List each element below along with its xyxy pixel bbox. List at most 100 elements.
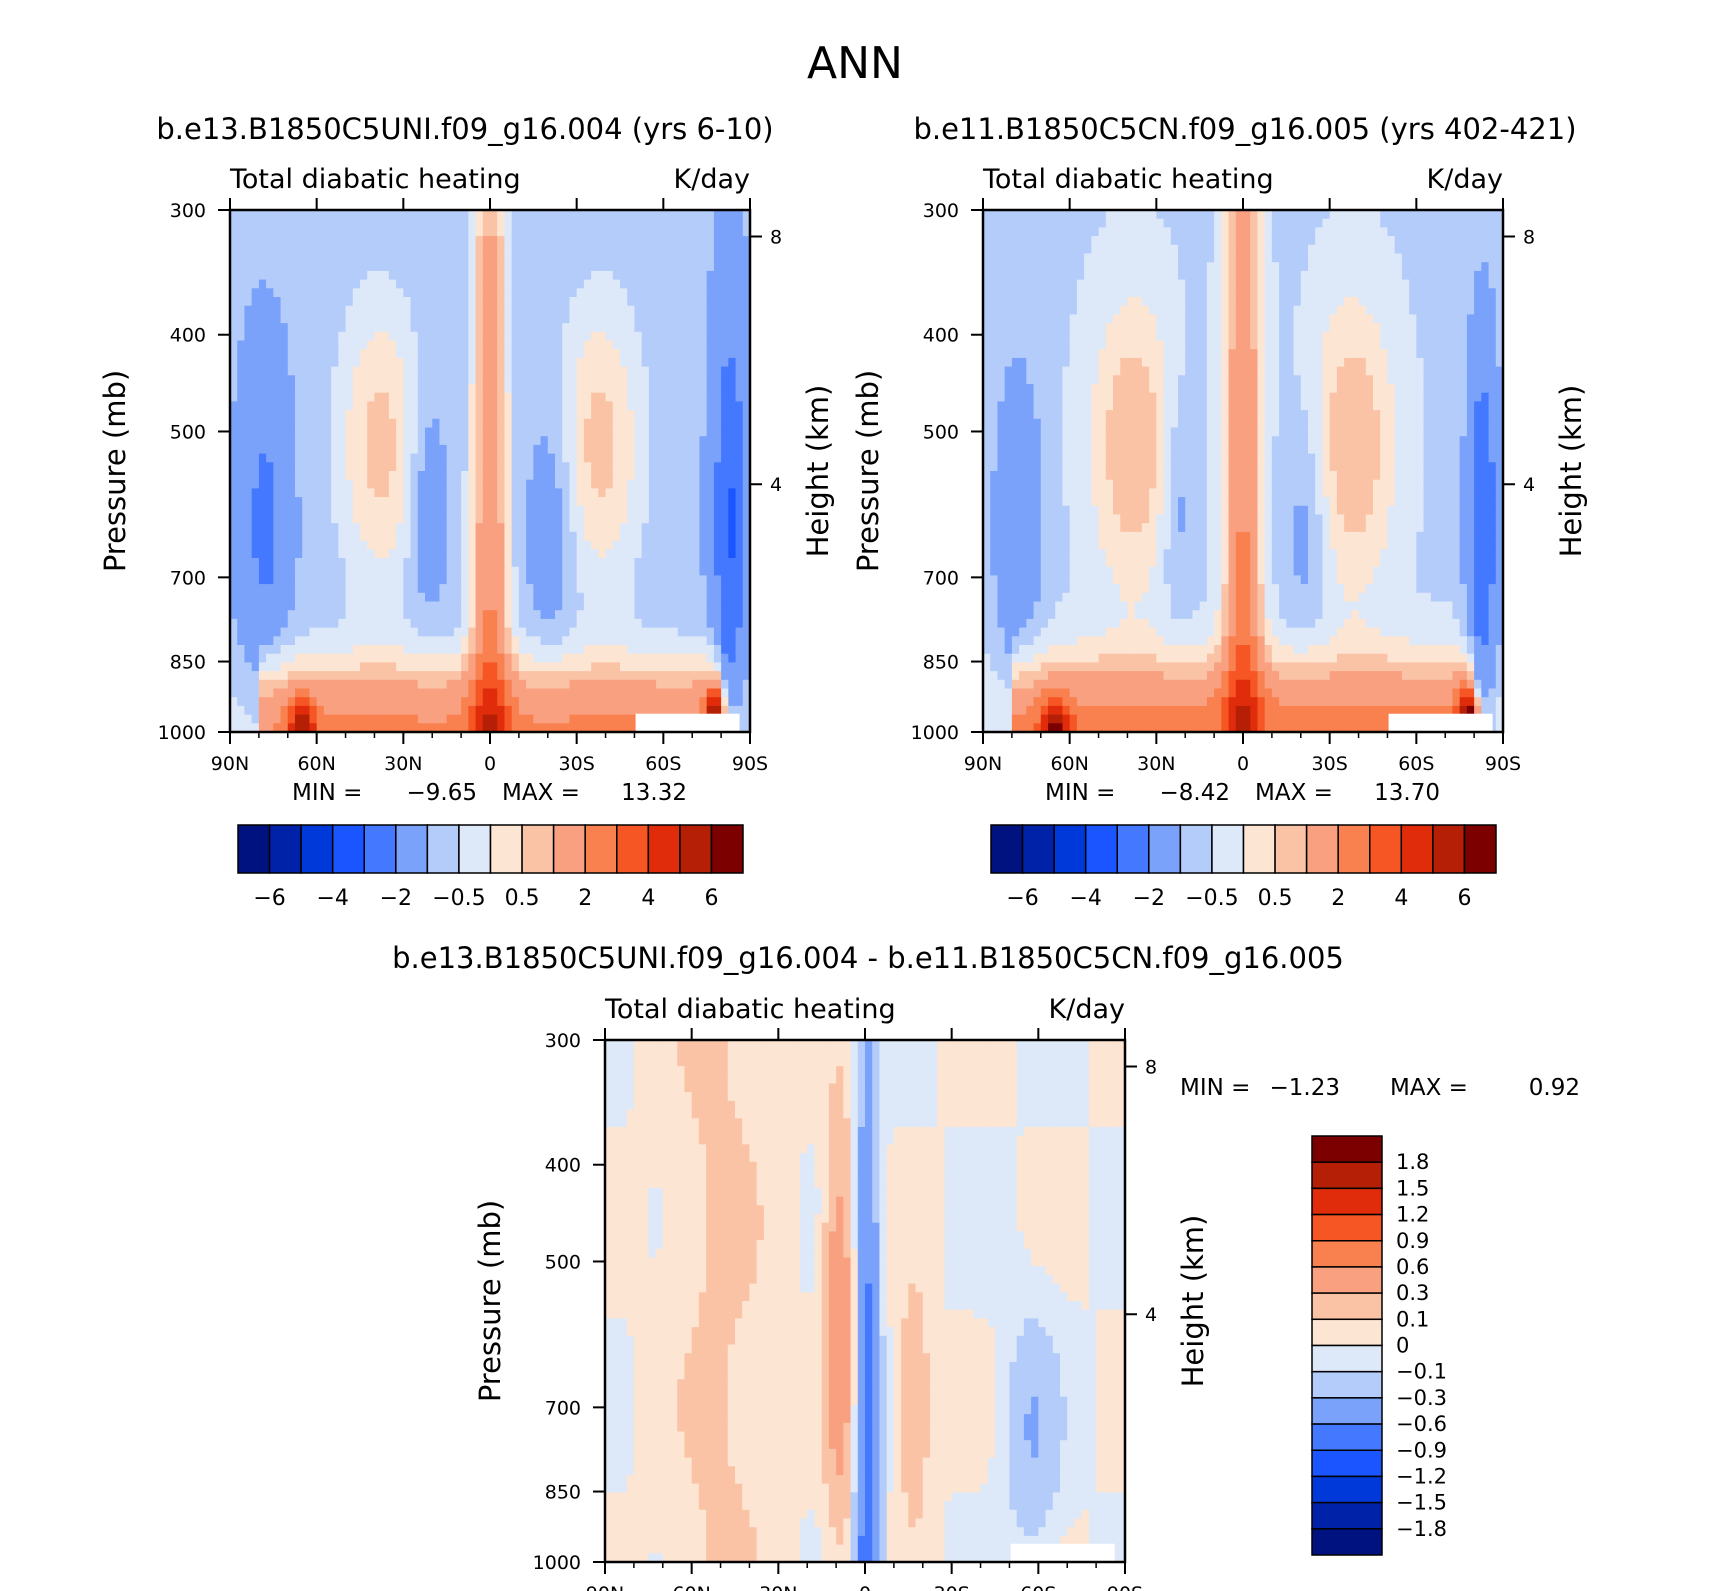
- field-cell: [663, 471, 672, 481]
- field-cell: [526, 262, 534, 272]
- field-cell: [569, 549, 578, 559]
- field-cell: [338, 610, 347, 620]
- field-cell: [345, 279, 354, 289]
- field-cell: [1329, 270, 1338, 281]
- field-cell: [569, 714, 578, 724]
- field-cell: [453, 488, 462, 498]
- field-cell: [475, 601, 484, 611]
- field-cell: [244, 558, 253, 568]
- field-cell: [439, 288, 448, 298]
- field-cell: [410, 714, 419, 724]
- field-cell: [706, 227, 715, 237]
- field-cell: [670, 349, 679, 359]
- field-cell: [1445, 218, 1454, 228]
- field-cell: [360, 679, 368, 690]
- field-cell: [677, 645, 686, 655]
- field-cell: [345, 645, 354, 655]
- field-cell: [1250, 270, 1259, 281]
- field-cell: [699, 488, 708, 498]
- field-cell: [251, 427, 260, 437]
- field-cell: [295, 279, 303, 289]
- field-cell: [569, 462, 578, 472]
- field-cell: [475, 305, 484, 315]
- field-cell: [591, 331, 599, 342]
- field-cell: [511, 357, 520, 368]
- field-cell: [504, 323, 513, 333]
- field-cell: [374, 671, 383, 681]
- field-cell: [497, 671, 506, 681]
- field-cell: [511, 714, 520, 724]
- field-cell: [468, 697, 477, 707]
- field-cell: [583, 270, 592, 281]
- field-cell: [417, 497, 426, 507]
- field-cell: [497, 705, 506, 716]
- field-cell: [396, 410, 404, 420]
- field-cell: [244, 531, 253, 542]
- field-cell: [1264, 227, 1273, 237]
- field-cell: [331, 244, 339, 255]
- field-cell: [338, 288, 347, 298]
- field-cell: [1257, 210, 1266, 220]
- field-cell: [244, 688, 253, 698]
- field-cell: [490, 558, 498, 568]
- field-cell: [244, 401, 253, 411]
- field-cell: [410, 584, 419, 594]
- field-cell: [266, 253, 274, 263]
- field-cell: [670, 436, 679, 446]
- field-cell: [612, 601, 621, 611]
- field-cell: [461, 697, 469, 707]
- field-cell: [403, 636, 412, 646]
- field-cell: [1445, 262, 1454, 272]
- field-cell: [374, 331, 383, 342]
- field-cell: [591, 340, 599, 350]
- field-cell: [735, 575, 744, 585]
- field-cell: [316, 297, 325, 307]
- field-cell: [295, 688, 303, 698]
- field-cell: [258, 297, 267, 307]
- field-cell: [1452, 270, 1461, 281]
- field-cell: [648, 288, 657, 298]
- field-cell: [287, 505, 296, 516]
- field-cell: [410, 566, 419, 576]
- field-cell: [258, 558, 267, 568]
- field-cell: [685, 375, 693, 385]
- field-cell: [266, 566, 274, 576]
- field-cell: [1185, 253, 1194, 263]
- field-cell: [446, 375, 455, 385]
- field-cell: [374, 479, 383, 489]
- field-cell: [338, 523, 347, 533]
- field-cell: [410, 410, 419, 420]
- field-cell: [735, 453, 744, 463]
- field-cell: [547, 636, 556, 646]
- field-cell: [1113, 244, 1121, 255]
- field-cell: [699, 227, 708, 237]
- field-cell: [258, 697, 267, 707]
- field-cell: [374, 662, 383, 672]
- field-cell: [244, 505, 253, 516]
- field-cell: [663, 427, 672, 437]
- colorbar-swatch: [458, 824, 492, 874]
- field-cell: [475, 366, 484, 376]
- field-cell: [273, 479, 282, 489]
- field-cell: [323, 210, 332, 220]
- field-cell: [721, 453, 729, 463]
- y-tick-label: 700: [170, 567, 206, 589]
- field-cell: [713, 270, 722, 281]
- field-cell: [663, 679, 672, 690]
- field-cell: [482, 705, 491, 716]
- field-cell: [396, 645, 404, 655]
- field-cell: [439, 584, 448, 594]
- field-cell: [338, 366, 347, 376]
- field-cell: [735, 662, 744, 672]
- field-cell: [576, 279, 585, 289]
- field-cell: [547, 227, 556, 237]
- field-cell: [439, 270, 448, 281]
- field-cell: [728, 375, 737, 385]
- field-cell: [670, 592, 679, 603]
- field-cell: [583, 697, 592, 707]
- field-cell: [612, 410, 621, 420]
- field-cell: [295, 297, 303, 307]
- field-cell: [547, 366, 556, 376]
- field-cell: [620, 471, 628, 481]
- field-cell: [562, 566, 571, 576]
